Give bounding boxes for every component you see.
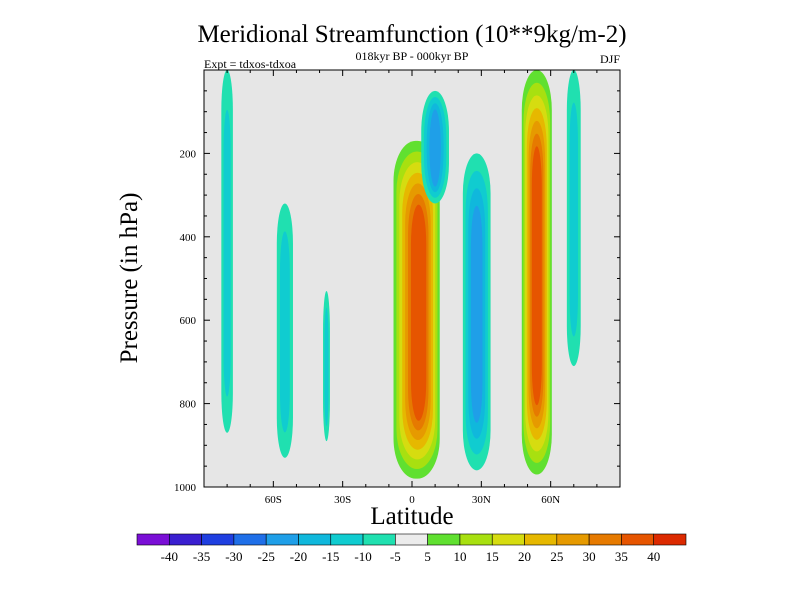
y-tick-label: 200 [180,148,197,160]
axes: 60S 30S 0 30N 60N 200 400 600 800 1000 [174,69,621,506]
chart-subtitle-center: 018kyr BP - 000kyr BP [356,49,469,63]
colorbar-label: 30 [583,549,596,564]
colorbar-label: 10 [453,549,466,564]
colorbar-swatch [459,533,493,546]
colorbar-swatch [427,533,461,546]
colorbar-label: 5 [424,549,431,564]
colorbar-swatch [168,533,202,546]
chart-subtitle-right: DJF [600,52,620,66]
x-tick-label: 30S [334,494,351,506]
x-tick-label: 60S [265,494,282,506]
colorbar-label: 35 [615,549,628,564]
colorbar-swatch [395,533,428,546]
colorbar-swatch [524,533,558,546]
colorbar-swatch [265,533,299,546]
y-tick-label: 600 [180,315,197,327]
colorbar-swatch [136,533,170,546]
plot-area [204,70,620,487]
contour-band [410,204,427,421]
colorbar-label: -25 [258,549,275,564]
chart-subtitle-left: Expt = tdxos-tdxoa [204,57,297,71]
contour-band [223,109,231,397]
y-axis-label: Pressure (in hPa) [116,193,143,364]
x-axis-label: Latitude [370,503,453,530]
colorbar-label: 20 [518,549,531,564]
colorbar-swatch [330,533,364,546]
colorbar-label: -5 [390,549,401,564]
contour-band [324,307,329,427]
contour-band [531,146,542,406]
contour-band [429,109,441,187]
colorbar-swatch [556,533,590,546]
colorbar-label: -15 [322,549,339,564]
colorbar-swatch [201,533,235,546]
colorbar-swatch [653,533,687,546]
colorbar: -40 -35 -30 -25 -20 -15 -10 -5 5 10 15 20 25 30 35 40 [136,533,687,564]
colorbar-label: 25 [550,549,563,564]
colorbar-swatch [621,533,655,546]
colorbar-swatch [588,533,622,546]
y-tick-label: 800 [180,399,197,411]
colorbar-label: -35 [193,549,210,564]
y-tick-label: 1000 [174,482,197,494]
colorbar-label: -20 [290,549,307,564]
colorbar-swatch [298,533,332,546]
contour-band [569,102,579,337]
x-tick-label: 0 [409,494,415,506]
colorbar-label: 40 [647,549,660,564]
colorbar-swatch [362,533,396,546]
contour-band [279,231,290,433]
chart-title: Meridional Streamfunction (10**9kg/m-2) [197,21,626,48]
colorbar-label: -10 [354,549,371,564]
x-tick-label: 30N [472,494,491,506]
colorbar-swatch [233,533,267,546]
x-tick-label: 60N [541,494,560,506]
colorbar-label: 15 [486,549,499,564]
colorbar-label: -40 [161,549,178,564]
contour-band [470,205,483,423]
colorbar-label: -30 [225,549,242,564]
y-tick-label: 400 [180,232,197,244]
colorbar-swatch [491,533,525,546]
